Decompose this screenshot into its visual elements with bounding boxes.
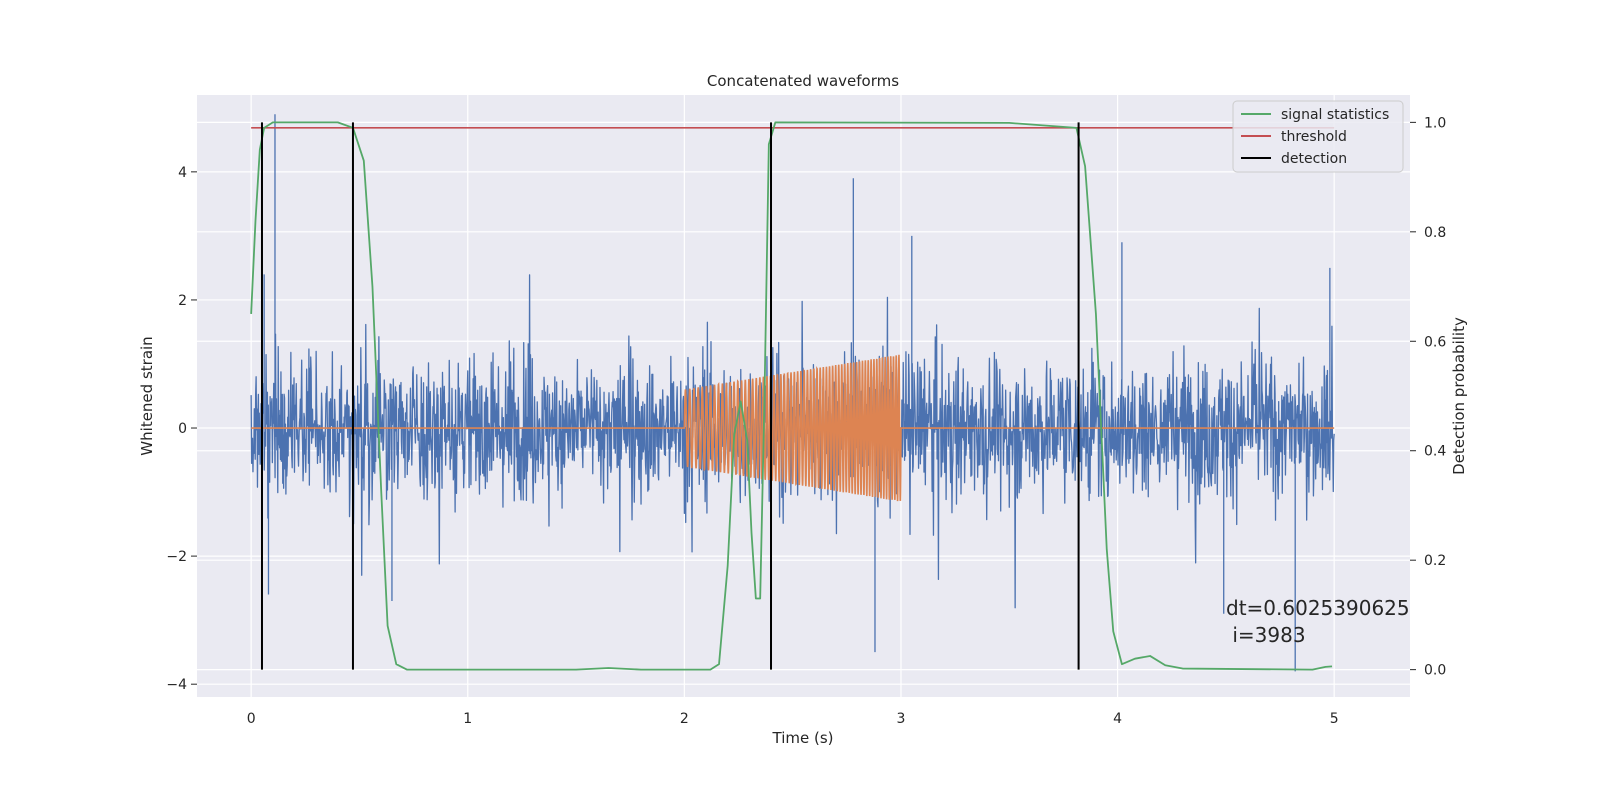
strain-line	[250, 114, 1335, 672]
x-tick-label: 5	[1330, 711, 1339, 727]
y2-tick-label: 0.2	[1424, 553, 1446, 569]
y2-tick-label: 0.6	[1424, 334, 1446, 350]
annotation-index: i=3983	[1226, 623, 1306, 647]
x-tick-label: 4	[1113, 711, 1122, 727]
y2-tick-label: 0.0	[1424, 663, 1446, 679]
y2-tick-label: 1.0	[1424, 115, 1446, 131]
annotation-dt: dt=0.6025390625	[1226, 596, 1410, 620]
x-tick-label: 2	[680, 711, 689, 727]
y2-axis-label: Detection probability	[1450, 317, 1468, 475]
x-tick-label: 0	[247, 711, 256, 727]
chart-title: Concatenated waveforms	[707, 72, 899, 90]
y-tick-label: 2	[178, 293, 187, 309]
y-tick-label: 0	[178, 421, 187, 437]
x-axis-label: Time (s)	[772, 729, 834, 747]
y2-tick-label: 0.8	[1424, 225, 1446, 241]
legend-label: threshold	[1281, 129, 1347, 145]
y-axis-label: Whitened strain	[138, 336, 156, 455]
injected-signal-line	[251, 354, 1335, 502]
y-tick-label: 4	[178, 165, 187, 181]
x-tick-label: 1	[463, 711, 472, 727]
plot-layer	[250, 114, 1335, 672]
legend-box	[1232, 100, 1404, 173]
axes: 0 1 2 3 4 5 −4 −2 0 2 4 0.0 0.2 0.4 0.6 0.8 1.0	[166, 115, 1446, 727]
chart-title-text: Concatenated waveforms	[707, 72, 899, 90]
legend-label: signal statistics	[1281, 107, 1389, 123]
y-tick-label: −4	[166, 677, 187, 693]
y2-tick-label: 0.4	[1424, 444, 1446, 460]
y-tick-label: −2	[166, 549, 187, 565]
legend: signal statistics threshold detection	[1232, 100, 1404, 173]
signal-statistics-line	[250, 121, 1333, 671]
legend-label: detection	[1281, 151, 1347, 167]
x-tick-label: 3	[897, 711, 906, 727]
